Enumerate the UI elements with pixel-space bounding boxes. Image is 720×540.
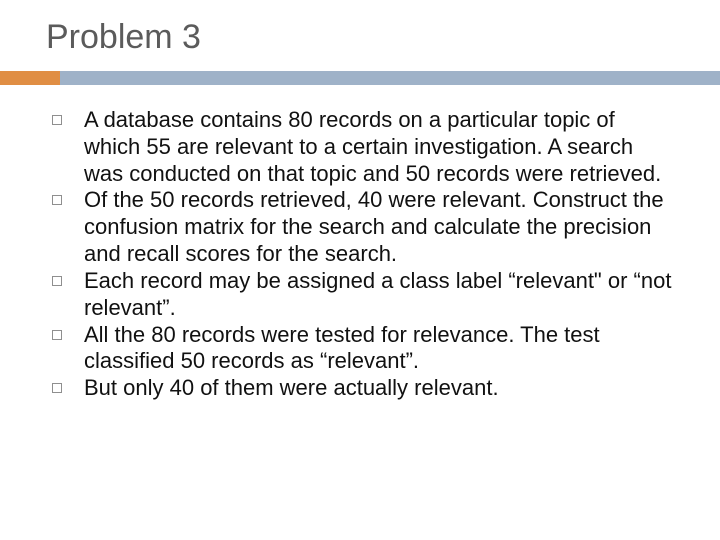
square-bullet-icon (52, 115, 62, 125)
divider-accent (0, 71, 60, 85)
square-bullet-icon (52, 330, 62, 340)
square-bullet-icon (52, 195, 62, 205)
slide-container: Problem 3 A database contains 80 records… (0, 0, 720, 540)
bullet-text: A database contains 80 records on a part… (84, 107, 672, 187)
list-item: All the 80 records were tested for relev… (52, 322, 672, 376)
divider-main (60, 71, 720, 85)
square-bullet-icon (52, 383, 62, 393)
slide-title: Problem 3 (46, 18, 680, 57)
bullet-text: Each record may be assigned a class labe… (84, 268, 672, 322)
bullet-text: Of the 50 records retrieved, 40 were rel… (84, 187, 672, 267)
list-item: But only 40 of them were actually releva… (52, 375, 672, 402)
list-item: A database contains 80 records on a part… (52, 107, 672, 187)
list-item: Each record may be assigned a class labe… (52, 268, 672, 322)
bullet-list: A database contains 80 records on a part… (40, 107, 680, 402)
square-bullet-icon (52, 276, 62, 286)
divider-bar (0, 71, 720, 85)
bullet-text: But only 40 of them were actually releva… (84, 375, 499, 402)
list-item: Of the 50 records retrieved, 40 were rel… (52, 187, 672, 267)
bullet-text: All the 80 records were tested for relev… (84, 322, 672, 376)
